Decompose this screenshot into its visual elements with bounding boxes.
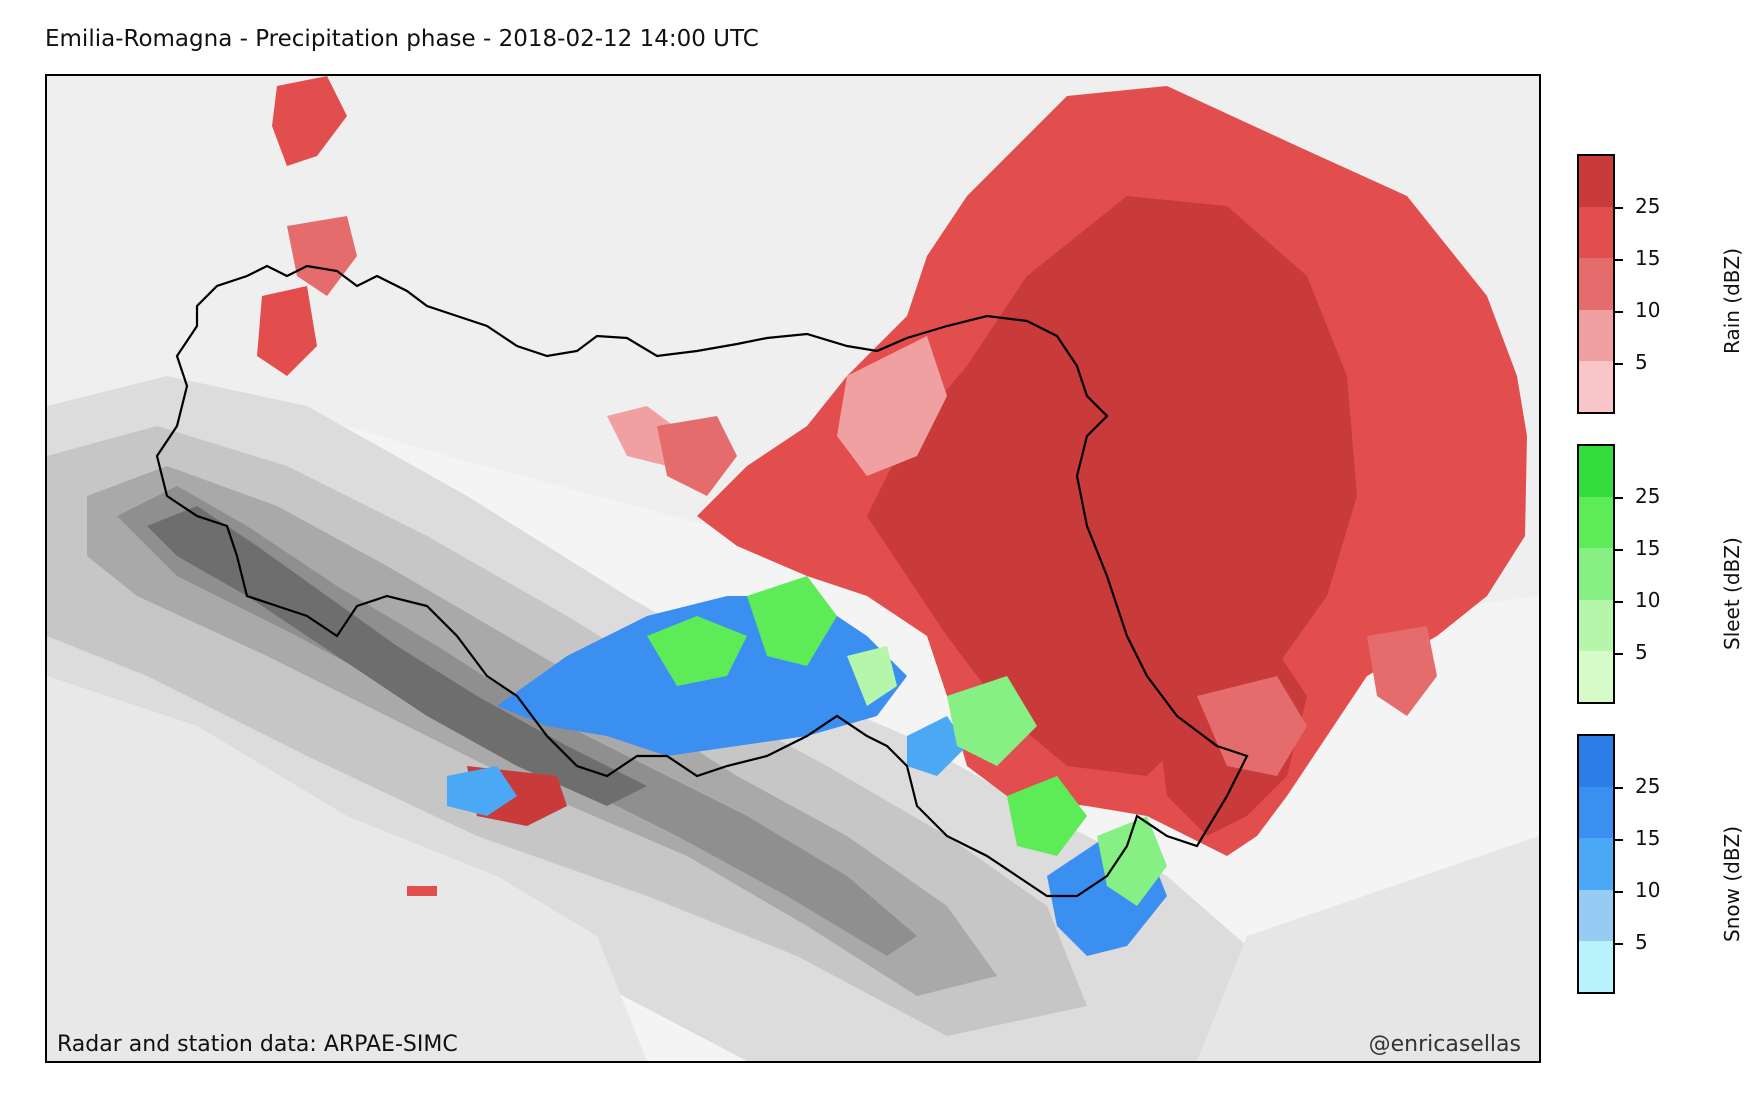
snow-tick-10: 10 [1615,880,1660,900]
snow-tick-15: 15 [1615,828,1660,848]
rain-echoes [257,76,1527,896]
map-canvas [47,76,1539,1061]
rain-tick-25: 25 [1615,196,1660,216]
snow-seg-3 [1579,838,1613,890]
snow-seg-2 [1579,787,1613,839]
rain-seg-2 [1579,207,1613,259]
rain-seg-4 [1579,309,1613,361]
snow-ticks: 25 15 10 5 [1615,734,1705,994]
snow-tick-25: 25 [1615,776,1660,796]
sleet-tick-15: 15 [1615,538,1660,558]
snow-tick-5: 5 [1615,932,1648,952]
rain-colorbar [1577,154,1615,414]
radar-map: Radar and station data: ARPAE-SIMC @enri… [45,74,1541,1063]
sleet-tick-25: 25 [1615,486,1660,506]
snow-colorbar-label: Snow (dBZ) [1720,825,1744,942]
sleet-seg-2 [1579,497,1613,549]
rain-seg-3 [1579,258,1613,310]
credit-left: Radar and station data: ARPAE-SIMC [57,1032,458,1057]
snow-seg-5 [1579,940,1613,993]
sleet-tick-5: 5 [1615,642,1648,662]
sleet-seg-4 [1579,599,1613,651]
rain-seg-1 [1579,156,1613,208]
rain-tick-10: 10 [1615,300,1660,320]
rain-tick-5: 5 [1615,352,1648,372]
sleet-seg-3 [1579,548,1613,600]
sleet-colorbar [1577,444,1615,704]
rain-ticks: 25 15 10 5 [1615,154,1705,414]
credit-right: @enricasellas [1368,1032,1521,1057]
map-title: Emilia-Romagna - Precipitation phase - 2… [45,26,759,52]
sleet-colorbar-label: Sleet (dBZ) [1720,537,1744,650]
snow-seg-1 [1579,736,1613,788]
snow-colorbar [1577,734,1615,994]
sleet-tick-10: 10 [1615,590,1660,610]
rain-colorbar-label: Rain (dBZ) [1720,247,1744,354]
region-boundary [155,264,1249,898]
rain-tick-15: 15 [1615,248,1660,268]
sleet-seg-5 [1579,650,1613,703]
sleet-ticks: 25 15 10 5 [1615,444,1705,704]
sleet-seg-1 [1579,446,1613,498]
snow-seg-4 [1579,889,1613,941]
sleet-echoes [647,576,1167,906]
rain-seg-5 [1579,360,1613,413]
